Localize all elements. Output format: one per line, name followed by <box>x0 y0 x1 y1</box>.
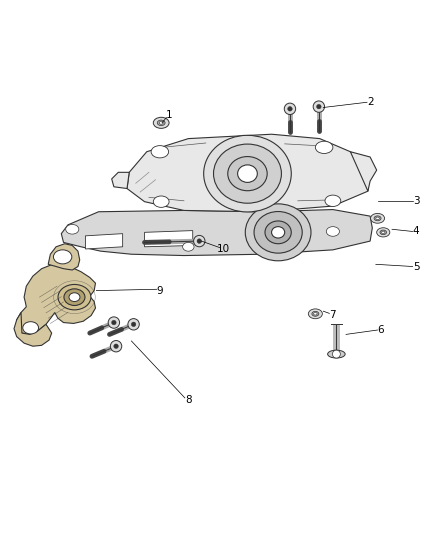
Circle shape <box>197 239 201 244</box>
Circle shape <box>284 103 296 115</box>
Ellipse shape <box>381 231 385 233</box>
Ellipse shape <box>314 312 317 315</box>
Circle shape <box>128 319 139 330</box>
Ellipse shape <box>377 228 390 237</box>
Ellipse shape <box>245 204 311 261</box>
Text: 10: 10 <box>217 244 230 254</box>
Text: 1: 1 <box>165 110 172 120</box>
Polygon shape <box>127 134 370 212</box>
Ellipse shape <box>23 322 39 334</box>
Ellipse shape <box>312 311 319 316</box>
Ellipse shape <box>183 243 194 251</box>
Ellipse shape <box>153 117 169 128</box>
Text: 2: 2 <box>367 97 374 107</box>
Ellipse shape <box>66 224 79 234</box>
Ellipse shape <box>157 120 165 126</box>
Polygon shape <box>112 172 129 189</box>
Circle shape <box>194 236 205 247</box>
Circle shape <box>114 344 118 349</box>
Ellipse shape <box>204 135 291 212</box>
Ellipse shape <box>272 227 285 238</box>
Polygon shape <box>17 264 95 334</box>
Ellipse shape <box>374 216 381 221</box>
Polygon shape <box>48 244 80 270</box>
Ellipse shape <box>153 196 169 207</box>
Circle shape <box>288 107 292 111</box>
Ellipse shape <box>326 227 339 236</box>
Ellipse shape <box>328 350 345 358</box>
Ellipse shape <box>159 122 163 124</box>
Ellipse shape <box>58 285 91 310</box>
Ellipse shape <box>308 309 322 319</box>
Text: 8: 8 <box>185 395 192 405</box>
Ellipse shape <box>325 195 341 206</box>
Circle shape <box>332 350 340 358</box>
Polygon shape <box>350 152 377 191</box>
Ellipse shape <box>151 146 169 158</box>
Text: 9: 9 <box>156 286 163 296</box>
Circle shape <box>112 320 116 325</box>
Ellipse shape <box>315 141 333 154</box>
Text: 4: 4 <box>413 227 420 237</box>
Polygon shape <box>61 209 372 255</box>
Text: 7: 7 <box>329 310 336 320</box>
Polygon shape <box>14 312 52 346</box>
Circle shape <box>131 322 136 327</box>
Polygon shape <box>145 231 193 247</box>
Circle shape <box>313 101 325 112</box>
Ellipse shape <box>371 213 385 223</box>
Ellipse shape <box>376 217 379 220</box>
Text: 3: 3 <box>413 196 420 206</box>
Text: 5: 5 <box>413 262 420 271</box>
Ellipse shape <box>237 165 257 182</box>
Circle shape <box>317 104 321 109</box>
Circle shape <box>110 341 122 352</box>
Ellipse shape <box>254 212 302 253</box>
Ellipse shape <box>265 221 291 244</box>
Ellipse shape <box>228 157 267 191</box>
Polygon shape <box>85 233 123 249</box>
Ellipse shape <box>380 230 387 235</box>
Ellipse shape <box>64 289 85 305</box>
Ellipse shape <box>69 293 80 302</box>
Circle shape <box>108 317 120 328</box>
Ellipse shape <box>213 144 281 203</box>
Ellipse shape <box>53 250 72 264</box>
Text: 6: 6 <box>378 325 385 335</box>
